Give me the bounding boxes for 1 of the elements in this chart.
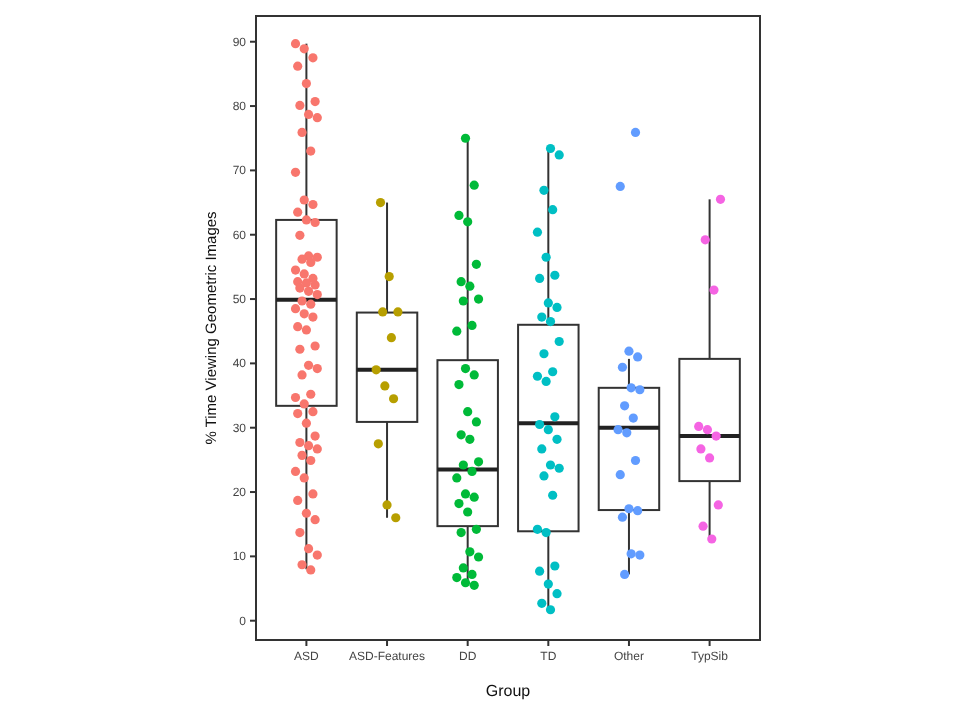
x-axis-title: Group xyxy=(485,682,532,700)
